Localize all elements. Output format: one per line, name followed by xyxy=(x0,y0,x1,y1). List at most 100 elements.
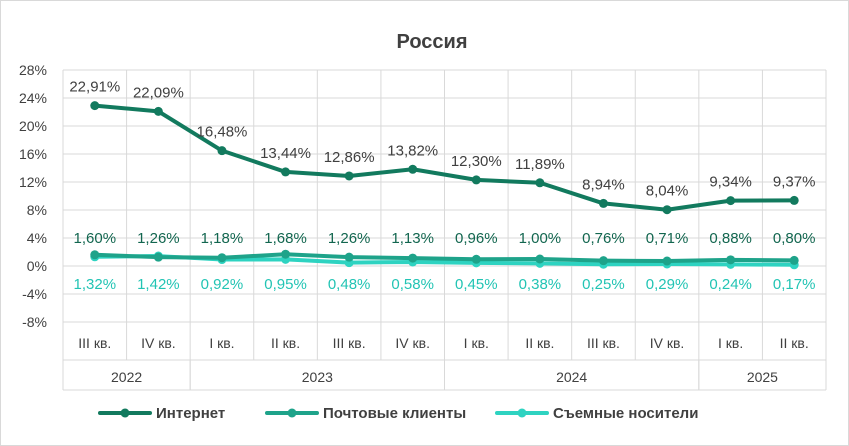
y-tick-label: 4% xyxy=(27,230,47,246)
data-label: 1,68% xyxy=(264,230,307,247)
data-labels: 22,91% 22,09% 16,48% 13,44% 12,86% 13,82% 12,3… xyxy=(69,79,815,293)
series-line xyxy=(92,252,797,264)
legend-label: Интернет xyxy=(156,405,225,422)
data-label: 0,45% xyxy=(455,276,498,293)
legend-label: Съемные носители xyxy=(553,405,698,422)
data-label: 13,44% xyxy=(260,145,311,162)
data-point xyxy=(598,256,608,266)
y-tick-label: 12% xyxy=(19,174,47,190)
data-label: 0,95% xyxy=(264,276,307,293)
y-tick-label: 0% xyxy=(27,258,47,274)
data-point xyxy=(789,255,799,265)
legend-marker xyxy=(517,408,527,418)
y-tick-label: 16% xyxy=(19,146,47,162)
data-label: 0,76% xyxy=(582,230,625,247)
y-axis-ticks: 28% 24% 20% 16% 12% 8% 4% 0% -4% -8% xyxy=(19,62,47,330)
data-label: 0,25% xyxy=(582,276,625,293)
data-label: 0,80% xyxy=(773,230,816,247)
data-label: 0,58% xyxy=(391,276,434,293)
data-point xyxy=(662,256,672,266)
data-label: 1,18% xyxy=(201,230,244,247)
year-label: 2022 xyxy=(111,369,142,385)
data-label: 1,26% xyxy=(137,230,180,247)
data-point xyxy=(281,167,291,177)
year-label: 2023 xyxy=(302,369,333,385)
x-axis: III кв. IV кв. I кв. II кв. III кв. IV кв. I к… xyxy=(62,322,827,391)
data-label: 0,24% xyxy=(709,276,752,293)
data-point xyxy=(344,252,354,262)
x-tick-label: IV кв. xyxy=(650,335,685,351)
data-label: 1,13% xyxy=(391,230,434,247)
data-label: 0,29% xyxy=(646,276,689,293)
x-tick-label: III кв. xyxy=(587,335,620,351)
data-point xyxy=(535,178,545,188)
data-point xyxy=(662,205,672,215)
y-tick-label: 28% xyxy=(19,62,47,78)
data-label: 13,82% xyxy=(387,142,438,159)
data-label: 0,88% xyxy=(709,230,752,247)
x-tick-label: II кв. xyxy=(525,335,554,351)
data-label: 11,89% xyxy=(515,156,565,173)
data-point xyxy=(217,253,227,263)
legend-marker xyxy=(120,408,130,418)
data-point xyxy=(789,195,799,205)
data-point xyxy=(90,250,100,260)
x-tick-label: I кв. xyxy=(209,335,234,351)
data-point xyxy=(535,254,545,264)
data-point xyxy=(153,252,163,262)
data-point xyxy=(281,249,291,259)
data-point xyxy=(726,255,736,265)
series-lines xyxy=(90,101,799,270)
data-point xyxy=(598,198,608,208)
data-label: 12,86% xyxy=(324,149,375,166)
data-point xyxy=(153,106,163,116)
data-label: 1,60% xyxy=(74,230,117,247)
data-label: 9,37% xyxy=(773,173,816,190)
data-label: 0,96% xyxy=(455,230,498,247)
data-label: 0,92% xyxy=(201,276,244,293)
data-point xyxy=(408,164,418,174)
data-point xyxy=(408,253,418,263)
legend-label: Почтовые клиенты xyxy=(323,405,466,422)
data-label: 1,00% xyxy=(519,230,562,247)
series-line xyxy=(92,103,797,212)
data-label: 0,17% xyxy=(773,276,816,293)
data-label: 9,34% xyxy=(709,174,752,191)
y-tick-label: 24% xyxy=(19,90,47,106)
data-label: 16,48% xyxy=(197,124,248,141)
data-point xyxy=(344,171,354,181)
x-tick-label: IV кв. xyxy=(395,335,430,351)
x-tick-label: IV кв. xyxy=(141,335,176,351)
data-label: 22,09% xyxy=(133,84,184,101)
x-tick-label: III кв. xyxy=(333,335,366,351)
data-label: 12,30% xyxy=(451,153,502,170)
data-label: 0,48% xyxy=(328,276,371,293)
year-label: 2025 xyxy=(747,369,778,385)
x-tick-label: I кв. xyxy=(718,335,743,351)
data-label: 0,38% xyxy=(519,276,562,293)
data-label: 22,91% xyxy=(69,79,120,96)
y-tick-label: -4% xyxy=(22,286,47,302)
data-label: 8,94% xyxy=(582,176,625,193)
x-tick-label: II кв. xyxy=(271,335,300,351)
y-tick-label: 8% xyxy=(27,202,47,218)
data-label: 8,04% xyxy=(646,183,689,200)
x-tick-label: I кв. xyxy=(464,335,489,351)
data-point xyxy=(471,175,481,185)
data-label: 1,26% xyxy=(328,230,371,247)
data-point xyxy=(90,101,100,111)
year-label: 2024 xyxy=(556,369,587,385)
x-tick-label: III кв. xyxy=(78,335,111,351)
data-point xyxy=(726,196,736,206)
data-label: 1,32% xyxy=(74,276,117,293)
y-tick-label: 20% xyxy=(19,118,47,134)
x-tick-label: II кв. xyxy=(780,335,809,351)
legend: Интернет Почтовые клиенты Съемные носители xyxy=(98,405,698,422)
data-point xyxy=(217,146,227,156)
data-label: 1,42% xyxy=(137,276,180,293)
chart-title: Россия xyxy=(396,31,467,53)
data-point xyxy=(471,254,481,264)
legend-marker xyxy=(287,408,297,418)
